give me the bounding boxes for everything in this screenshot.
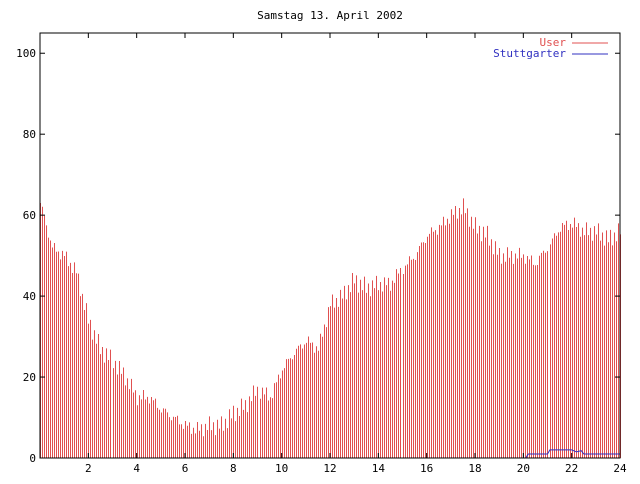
- y-tick-label: 80: [23, 128, 36, 141]
- y-tick-label: 40: [23, 290, 36, 303]
- x-tick-label: 16: [420, 462, 433, 475]
- x-tick-label: 18: [468, 462, 481, 475]
- legend: User Stuttgarter: [493, 36, 608, 60]
- y-tick-label: 60: [23, 209, 36, 222]
- x-tick-label: 10: [275, 462, 288, 475]
- legend-user-label: User: [540, 36, 567, 49]
- x-tick-label: 6: [182, 462, 189, 475]
- y-tick-label: 100: [16, 47, 36, 60]
- x-tick-label: 14: [372, 462, 386, 475]
- x-tick-label: 4: [133, 462, 140, 475]
- legend-stuttgarter-label: Stuttgarter: [493, 47, 566, 60]
- y-tick-label: 0: [29, 452, 36, 465]
- user-series: [40, 198, 621, 458]
- x-tick-label: 22: [565, 462, 578, 475]
- x-tick-label: 8: [230, 462, 237, 475]
- chart-title: Samstag 13. April 2002: [257, 9, 403, 22]
- x-tick-label: 2: [85, 462, 92, 475]
- y-axis: 0 20 40 60 80 100: [16, 47, 620, 465]
- y-tick-label: 20: [23, 371, 36, 384]
- x-tick-label: 24: [613, 462, 627, 475]
- x-tick-label: 20: [517, 462, 530, 475]
- x-axis: 2 4 6 8 10 12 14 16 18 20 22 24: [85, 33, 627, 475]
- x-tick-label: 12: [323, 462, 336, 475]
